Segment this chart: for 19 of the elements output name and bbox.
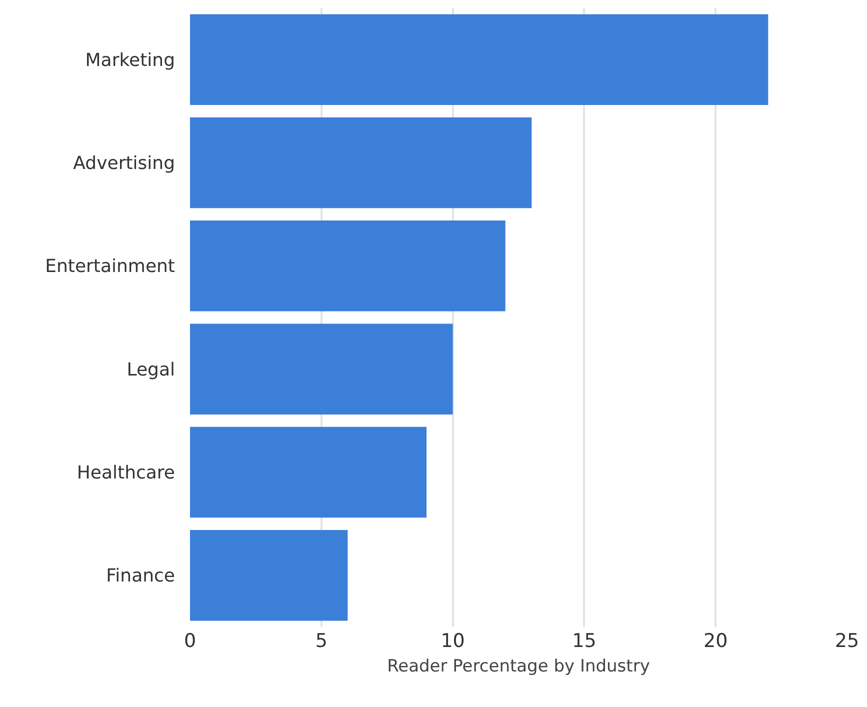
y-tick-label: Healthcare xyxy=(76,462,175,484)
bar xyxy=(190,14,768,105)
y-tick-label: Advertising xyxy=(73,153,175,174)
x-tick-label: 0 xyxy=(184,630,196,652)
bar xyxy=(190,117,532,208)
x-tick-label: 15 xyxy=(572,630,596,652)
bar xyxy=(190,530,348,621)
x-tick-label: 10 xyxy=(440,630,465,652)
x-axis-title: Reader Percentage by Industry xyxy=(387,656,650,676)
y-tick-label: Entertainment xyxy=(45,256,175,278)
x-tick-label: 20 xyxy=(704,630,728,652)
bar xyxy=(190,220,506,312)
bar xyxy=(190,324,453,414)
y-tick-label: Marketing xyxy=(85,50,175,71)
x-tick-label: 5 xyxy=(315,630,328,652)
y-tick-label: Finance xyxy=(106,566,175,587)
y-tick-label: Legal xyxy=(126,359,175,380)
x-tick-label: 25 xyxy=(834,630,860,652)
bar xyxy=(190,426,427,518)
